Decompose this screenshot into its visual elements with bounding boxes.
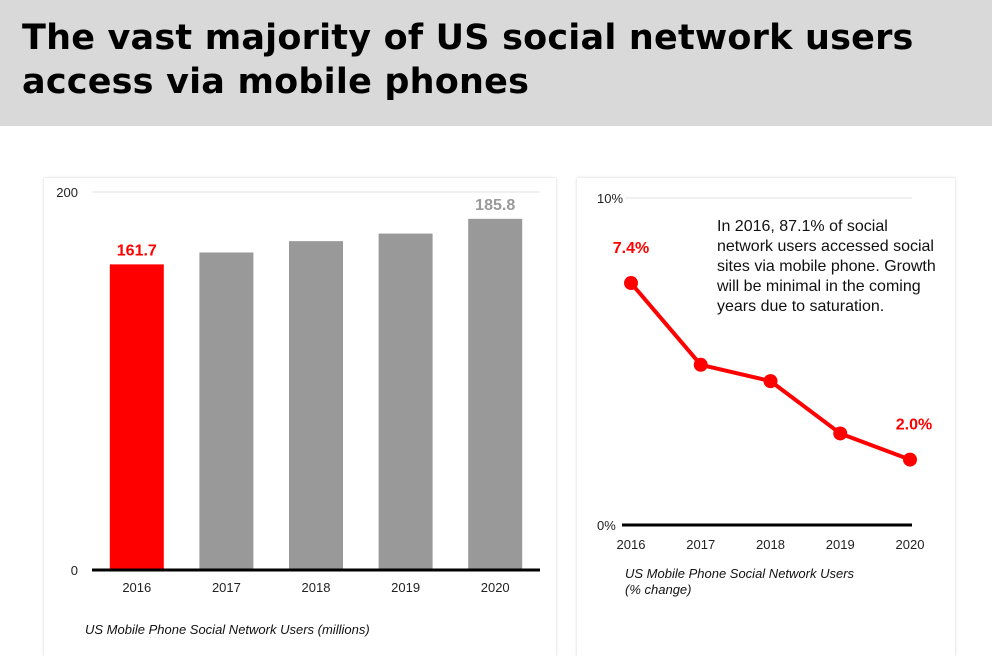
x-tick-label: 2019 <box>826 537 855 552</box>
data-point-2017 <box>693 357 708 372</box>
x-tick-label: 2020 <box>896 537 925 552</box>
title-banner: The vast majority of US social network u… <box>0 0 992 126</box>
annotation-text: In 2016, 87.1% of social network users a… <box>717 218 936 315</box>
data-label: 2.0% <box>896 417 932 434</box>
page-title: The vast majority of US social network u… <box>22 18 914 102</box>
data-label: 7.4% <box>613 240 649 257</box>
line-chart-caption: US Mobile Phone Social Network Users (% … <box>625 566 855 597</box>
x-tick-label: 2017 <box>686 537 715 552</box>
bar-2019 <box>378 233 433 570</box>
bar-2017 <box>199 252 254 571</box>
bar-chart-caption: US Mobile Phone Social Network Users (mi… <box>85 622 370 637</box>
y-tick-label: 200 <box>56 185 78 200</box>
x-tick-label: 2018 <box>302 580 331 595</box>
line-chart-panel <box>577 178 955 656</box>
data-label: 185.8 <box>475 197 515 214</box>
bar-2016 <box>109 264 164 570</box>
x-tick-label: 2018 <box>756 537 785 552</box>
x-tick-label: 2016 <box>122 580 151 595</box>
data-point-2016 <box>624 276 638 291</box>
data-label: 161.7 <box>117 242 157 259</box>
bar-2018 <box>289 241 343 570</box>
x-tick-label: 2016 <box>617 537 646 552</box>
x-tick-label: 2019 <box>391 580 420 595</box>
bar-2020 <box>468 218 523 570</box>
y-tick-label: 10% <box>597 191 623 206</box>
x-tick-label: 2020 <box>481 580 510 595</box>
data-point-2020 <box>903 452 917 467</box>
y-tick-label: 0 <box>71 563 78 578</box>
data-point-2019 <box>833 426 848 441</box>
x-tick-label: 2017 <box>212 580 241 595</box>
data-point-2018 <box>763 374 778 389</box>
y-tick-label: 0% <box>597 518 616 533</box>
